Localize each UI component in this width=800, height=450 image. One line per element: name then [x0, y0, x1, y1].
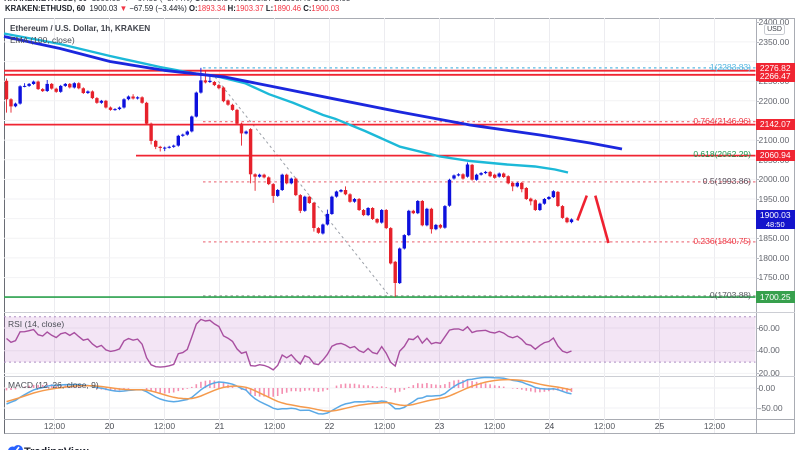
svg-text:TradingView: TradingView: [24, 446, 89, 450]
